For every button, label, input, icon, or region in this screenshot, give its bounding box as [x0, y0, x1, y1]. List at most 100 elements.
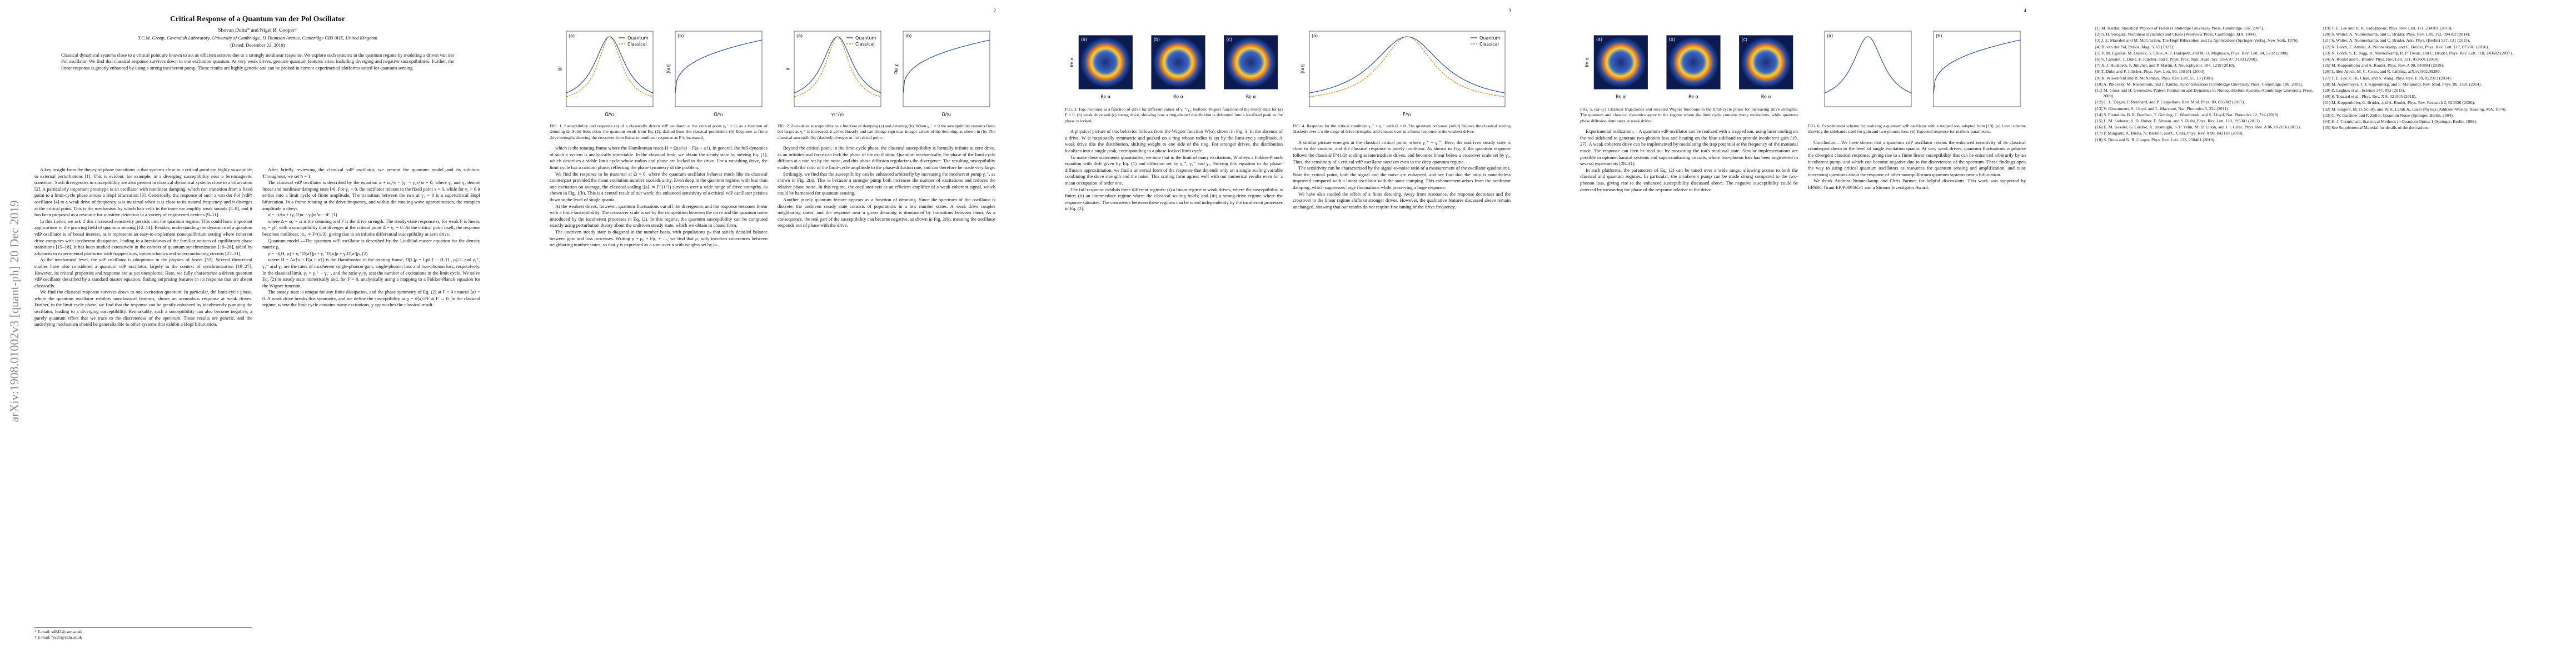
paragraph: Conclusion.—We have shown that a quantum…	[1808, 139, 2026, 177]
legend-entry: Quantum	[627, 36, 649, 41]
page-number: 3	[1508, 8, 1512, 13]
plot-frame	[675, 31, 763, 107]
x-axis-label: F/γ₂	[1403, 112, 1411, 117]
paragraph: After briefly reviewing the classical vd…	[262, 167, 480, 179]
paragraph: The classical vdP oscillator is describe…	[262, 180, 480, 211]
y-axis-label: |⟨a⟩|	[666, 64, 671, 74]
plot-curve	[903, 39, 990, 94]
reference: [16] E. M. Kessler, G. Giedke, A. Imamog…	[2095, 125, 2301, 130]
figure: Quantum Classical (a) Ω/γ₂ |χ| (b) Ω/γ₂ |⟨a⟩| FI…	[550, 27, 768, 141]
panel-label: (b)	[677, 33, 684, 38]
wigner-image	[1668, 37, 1719, 88]
paragraph: We thank Andreas Nunnenkamp and Chris Pa…	[1808, 178, 2026, 190]
x-axis-label: Ω/γ₂	[605, 112, 615, 117]
column: A key insight from the theory of phase t…	[34, 167, 252, 623]
footnotes: * E-mail: sd843@cam.ac.uk † E-mail: nrc2…	[34, 627, 252, 640]
reference: [11] M. Cross and H. Greenside, Pattern …	[2095, 88, 2313, 99]
figure: Quantum Classical (a) F/γ₂ |⟨a⟩| FIG. 4. Resp…	[1293, 27, 1511, 135]
plot-curve	[1824, 36, 1912, 93]
x-axis-label: Re α	[1173, 94, 1183, 99]
abstract: Classical dynamical systems close to a c…	[61, 52, 454, 71]
paragraph: Beyond the critical point, in the limit-…	[778, 145, 995, 170]
figure-graphic: (a) Re α Im α (b) Re α (c) Re α	[1585, 35, 1793, 99]
reference-list: [19] T. E. Lee and H. R. Sadeghpour, Phy…	[2323, 26, 2541, 131]
plot-curve	[1933, 39, 2021, 94]
panel-label: (a)	[1827, 33, 1833, 38]
paragraph: α̇ = −iΔα + (γ₁/2)α − γ₂|α|²α − iF, (1)	[268, 212, 337, 218]
paragraph: A similar picture emerges at the classic…	[1293, 139, 1511, 165]
plot-curve	[1309, 36, 1506, 97]
reference: [24] A. Roulet and C. Bruder, Phys. Rev.…	[2323, 57, 2440, 62]
reference: [12] C. L. Degen, F. Reinhard, and P. Ca…	[2095, 99, 2245, 105]
plot-frame	[566, 31, 654, 107]
y-axis-label: |χ|	[557, 66, 562, 72]
column: (a) Re α Im α (b) Re α (c) Re α FIG. 3. Top: re…	[1065, 26, 1283, 654]
paragraph: Quantum model.—The quantum vdP oscillato…	[262, 237, 480, 250]
figure-caption: FIG. 3. Top: response as a function of d…	[1065, 107, 1283, 123]
reference: [2] S. H. Strogatz, Nonlinear Dynamics a…	[2095, 32, 2257, 37]
y-axis-label: Im α	[1585, 57, 1590, 67]
legend-entry: Classical	[627, 42, 647, 47]
paragraph: The undriven steady state is diagonal in…	[550, 228, 768, 248]
column: [19] T. E. Lee and H. R. Sadeghpour, Phy…	[2323, 26, 2541, 654]
column: (a) (b) FIG. 6. Experimental scheme for re…	[1808, 26, 2026, 654]
y-axis-label: Re χ	[894, 64, 899, 74]
wigner-image	[1740, 37, 1792, 88]
wigner-image	[1595, 37, 1647, 88]
reference: [25] M. Koppenhöfer and A. Roulet, Phys.…	[2323, 63, 2444, 68]
panel-label: (b)	[1154, 37, 1160, 42]
plot-frame	[1933, 31, 2021, 107]
plot-frame	[903, 31, 990, 107]
column: Quantum Classical (a) γ₁⁺/γ₂ χ (b) Ω/γ₂ Re χ FIG…	[778, 26, 995, 654]
paragraph: At the weakest drives, however, quantum …	[550, 203, 768, 228]
figure-caption: FIG. 4. Response for the critical condit…	[1293, 123, 1511, 135]
paragraph: To make these statements quantitative, w…	[1065, 154, 1283, 186]
reference: [20] S. Walter, A. Nunnenkamp, and C. Br…	[2323, 32, 2470, 37]
reference: [5] V. M. Eguíluz, M. Ospeck, Y. Choe, A…	[2095, 50, 2289, 56]
x-axis-label: Ω/γ₂	[714, 112, 724, 117]
footnote: † E-mail: nrc25@cam.ac.uk	[34, 635, 82, 640]
panel-label: (a)	[1081, 37, 1087, 42]
paragraph: which is the rotating frame where the Ha…	[550, 145, 768, 170]
figure: (a) Re α Im α (b) Re α (c) Re α FIG. 3. Top: re…	[1065, 27, 1283, 124]
x-axis-label: Re α	[1761, 94, 1771, 99]
column: After briefly reviewing the classical vd…	[262, 167, 480, 623]
page-number: 4	[2024, 8, 2027, 13]
x-axis-label: Re α	[1246, 94, 1256, 99]
plot-curve	[794, 36, 881, 97]
wigner-image	[1225, 37, 1277, 88]
x-axis-label: Ω/γ₂	[942, 112, 951, 117]
page: [1] M. Kardar, Statistical Physics of Fi…	[2061, 0, 2576, 667]
page: 2 Quantum Classical (a) Ω/γ₂ |χ| (b) Ω/γ₂ |⟨a⟩| F…	[515, 0, 1030, 667]
paragraph: A key insight from the theory of phase t…	[34, 167, 252, 218]
paragraph: where Δ = ω₀ − ω is the detuning and F i…	[262, 218, 480, 237]
date: (Dated: December 23, 2019)	[230, 42, 285, 48]
figure-graphic: (a) (b)	[1824, 31, 2021, 107]
page: 3 (a) Re α Im α (b) Re α (c) Re α FIG. 3. Top: r…	[1030, 0, 1546, 667]
column: Quantum Classical (a) Ω/γ₂ |χ| (b) Ω/γ₂ |⟨a⟩| FI…	[550, 26, 768, 654]
panel-label: (b)	[1936, 33, 1942, 38]
wigner-image	[1080, 37, 1132, 88]
footnote: * E-mail: sd843@cam.ac.uk	[34, 629, 83, 634]
reference: [14] S. Pirandola, B. R. Bardhan, T. Geh…	[2095, 112, 2280, 117]
paragraph: A physical picture of this behavior foll…	[1065, 128, 1283, 153]
paragraph: We find the response to be maximal at Ω …	[550, 171, 768, 202]
reference: [34] H. J. Carmichael, Statistical Metho…	[2323, 119, 2477, 125]
panel-label: (a)	[796, 33, 803, 38]
reference: [13] V. Giovannetti, S. Lloyd, and L. Ma…	[2095, 106, 2229, 111]
reference: [28] M. Aspelmeyer, T. J. Kippenberg, an…	[2323, 81, 2482, 87]
panel-label: (a)	[1596, 37, 1602, 42]
column: [1] M. Kardar, Statistical Physics of Fi…	[2095, 26, 2313, 654]
reference: [7] A. J. Hudspeth, F. Jülicher, and P. …	[2095, 63, 2235, 68]
page-number: 2	[993, 8, 996, 13]
legend-entry: Quantum	[1479, 36, 1501, 41]
x-axis-label: Re α	[1100, 94, 1110, 99]
reference: [32] M. Sargent, M. O. Scully, and W. E.…	[2323, 106, 2507, 112]
arxiv-identifier: arXiv:1908.01002v3 [quant-ph] 20 Dec 201…	[7, 200, 21, 422]
figure: (a) Re α Im α (b) Re α (c) Re α FIG. 5. (a)–(c)…	[1580, 27, 1798, 124]
panel-label: (c)	[1226, 37, 1232, 42]
